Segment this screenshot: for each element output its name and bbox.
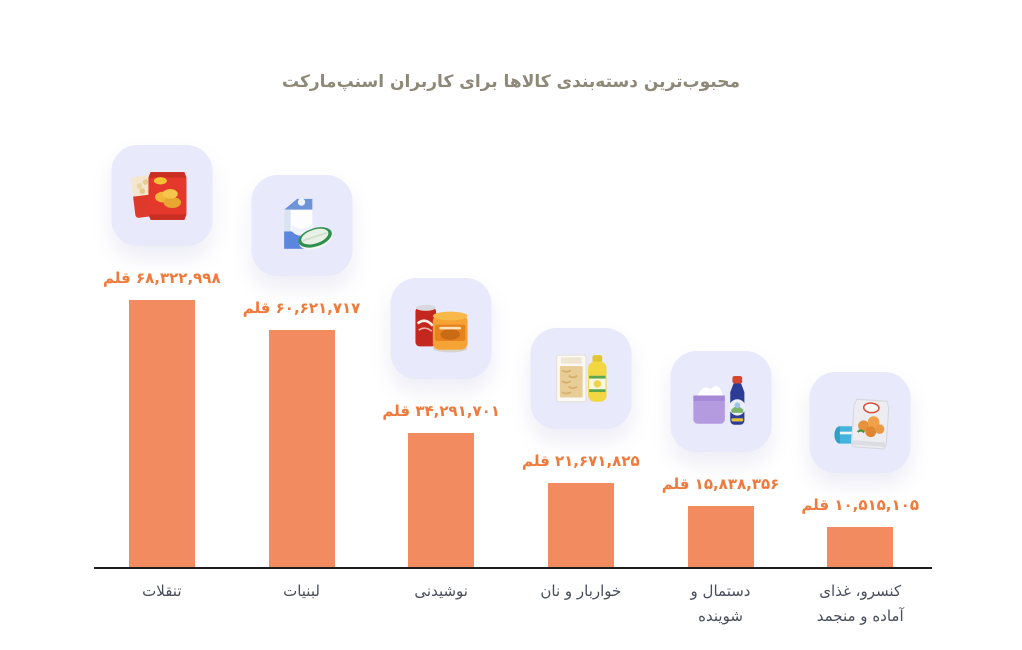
bar xyxy=(687,506,754,568)
category-icon-tile xyxy=(111,145,213,246)
bar xyxy=(827,527,894,568)
category-label: نوشیدنی xyxy=(414,582,468,600)
detergent-icon xyxy=(693,375,746,425)
dairy-icon xyxy=(284,197,333,250)
bar xyxy=(268,330,335,568)
category-label: لبنیات xyxy=(283,582,320,600)
bar-chart: ۶۸,۳۲۲,۹۹۸ قلم تنقلات xyxy=(92,128,930,625)
bar-value-label: ۲۱,۶۷۱,۸۲۵ قلم xyxy=(522,452,640,470)
bar xyxy=(408,433,475,568)
category-icon-tile xyxy=(809,372,911,473)
bar-value-label: ۱۰,۵۱۵,۱۰۵ قلم xyxy=(801,496,919,514)
snacks-icon xyxy=(131,171,187,220)
bar xyxy=(547,483,614,568)
category-icon-tile xyxy=(390,278,492,379)
bar-value-label: ۶۸,۳۲۲,۹۹۸ قلم xyxy=(103,269,221,287)
category-icon-tile xyxy=(530,328,632,429)
frozen-icon xyxy=(834,398,889,450)
category-label: دستمال و شوینده xyxy=(690,582,751,625)
category-label: تنقلات xyxy=(142,582,182,600)
bar-column-drinks: ۳۴,۲۹۱,۷۰۱ قلم نوشیدنی xyxy=(371,128,511,600)
category-label: خواربار و نان xyxy=(540,582,622,600)
grocery-icon xyxy=(556,354,607,402)
bar-value-label: ۳۴,۲۹۱,۷۰۱ قلم xyxy=(382,402,500,420)
bar-column-detergent: ۱۵,۸۳۸,۳۵۶ قلم دستمال و شوینده xyxy=(651,128,791,625)
bar-value-label: ۱۵,۸۳۸,۳۵۶ قلم xyxy=(661,475,780,493)
category-icon-tile xyxy=(670,351,772,452)
category-label: کنسرو، غذای آماده و منجمد xyxy=(816,582,904,625)
bar xyxy=(128,300,195,568)
bar-value-label: ۶۰,۶۲۱,۷۱۷ قلم xyxy=(242,299,361,317)
chart-title: محبوب‌ترین دسته‌بندی کالاها برای کاربران… xyxy=(282,72,740,92)
bar-column-snacks: ۶۸,۳۲۲,۹۹۸ قلم تنقلات xyxy=(92,128,232,600)
category-icon-tile xyxy=(251,175,352,276)
drinks-icon xyxy=(415,304,468,352)
bar-column-grocery: ۲۱,۶۷۱,۸۲۵ قلم خواربار و نان xyxy=(511,128,651,600)
bar-column-dairy: ۶۰,۶۲۱,۷۱۷ قلم لبنیات xyxy=(232,128,372,600)
x-axis-line xyxy=(94,567,932,569)
bar-column-frozen: ۱۰,۵۱۵,۱۰۵ قلم کنسرو، غذای آماده و منجمد xyxy=(790,128,930,625)
